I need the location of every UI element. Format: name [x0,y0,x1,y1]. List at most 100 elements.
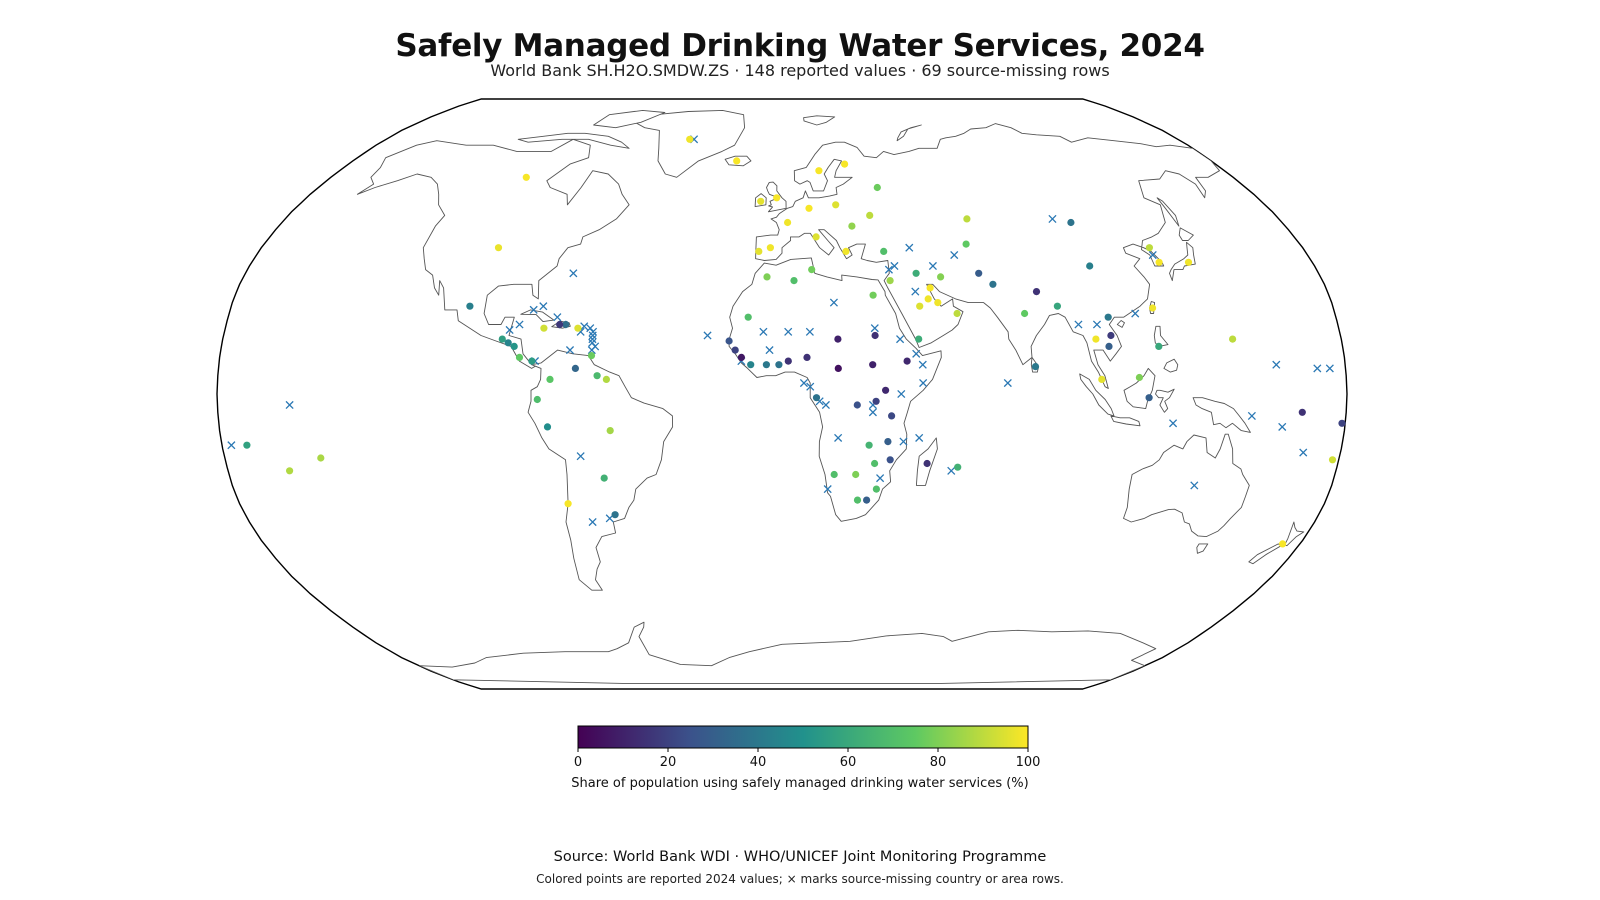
landmass-tasmania [1196,543,1209,554]
missing-marker [765,346,774,355]
reported-point [1107,331,1115,340]
reported-point [762,361,771,369]
reported-point [515,353,524,361]
reported-point [731,346,739,354]
missing-marker [884,265,893,274]
reported-point [873,183,881,192]
missing-marker [1169,419,1178,428]
missing-marker [759,327,768,336]
colorbar-tick-label: 20 [660,755,677,770]
reported-point [869,291,877,299]
reported-point [1135,373,1143,382]
reported-point [528,357,536,365]
missing-marker [947,466,956,475]
reported-point [784,218,792,227]
reported-point [556,320,564,329]
missing-marker [565,346,575,355]
reported-point [611,511,619,519]
reported-point [869,361,877,369]
landmass-hokkaido [1178,227,1194,241]
colorbar-tick-label: 80 [930,755,947,770]
reported-points [243,135,1346,548]
missing-marker [1148,250,1157,260]
landmass-australia [1123,433,1250,538]
reported-point [953,309,961,318]
reported-point [882,386,890,394]
missing-markers [227,135,1334,527]
landmass-ellesmere [593,109,666,129]
reported-point [317,454,325,462]
reported-point [1092,335,1100,343]
missing-marker [829,298,838,307]
map-title: Safely Managed Drinking Water Services, … [395,28,1205,64]
missing-marker [1247,411,1256,421]
reported-point [880,247,888,255]
reported-point [871,331,879,340]
missing-marker [703,331,712,340]
missing-marker [588,517,597,527]
reported-point [766,244,775,252]
reported-point [737,353,746,361]
reported-point [587,352,596,360]
reported-point [865,441,873,449]
missing-marker [1278,422,1287,431]
reported-point [574,324,582,332]
reported-point [1328,456,1337,464]
reported-point [757,197,765,205]
reported-point [1021,309,1029,318]
colorbar-tick-label: 100 [1016,755,1041,770]
missing-marker [919,378,928,388]
reported-point [834,364,842,372]
reported-point [522,173,530,181]
landmass-south-america [527,349,674,591]
landmass-sumatra [1079,373,1115,417]
reported-point [1155,342,1163,350]
landmass-canadian-arctic [517,132,630,149]
reported-point [494,244,503,252]
colorbar-label: Share of population using safely managed… [571,776,1029,791]
missing-marker [1272,360,1281,369]
missing-marker [823,485,832,494]
reported-point [830,470,838,479]
reported-point [863,496,871,504]
landmass-sulawesi [1155,388,1175,413]
reported-point [498,335,506,343]
reported-point [848,222,856,230]
reported-point [872,485,881,493]
reported-point [924,295,932,303]
missing-marker [950,250,959,260]
reported-point [842,247,850,255]
missing-marker [1325,364,1334,373]
reported-point [606,427,614,435]
reported-point [763,273,771,281]
missing-marker [890,261,899,271]
missing-marker [928,261,937,271]
reported-point [564,500,572,508]
reported-point [773,194,781,202]
reported-point [805,204,813,212]
missing-marker [529,305,538,314]
reported-point [815,167,823,175]
reported-point [886,277,894,285]
reported-point [593,372,601,380]
missing-marker [806,382,815,391]
reported-point [803,353,811,361]
reported-point [852,470,860,479]
reported-point [1098,375,1106,383]
reported-point [790,277,798,285]
reported-point [937,273,945,281]
reported-point [1053,302,1061,310]
reported-point [540,324,548,332]
reported-point [1105,342,1113,350]
reported-point [926,284,934,292]
reported-point [808,266,816,274]
missing-marker [896,335,905,344]
missing-marker [784,327,793,336]
landmass-novaya-zemlya [896,124,922,142]
missing-marker [285,400,294,410]
landmass-greenland [634,109,746,178]
landmass-japan [1169,241,1196,282]
missing-marker [805,327,814,336]
missing-marker [576,452,585,461]
